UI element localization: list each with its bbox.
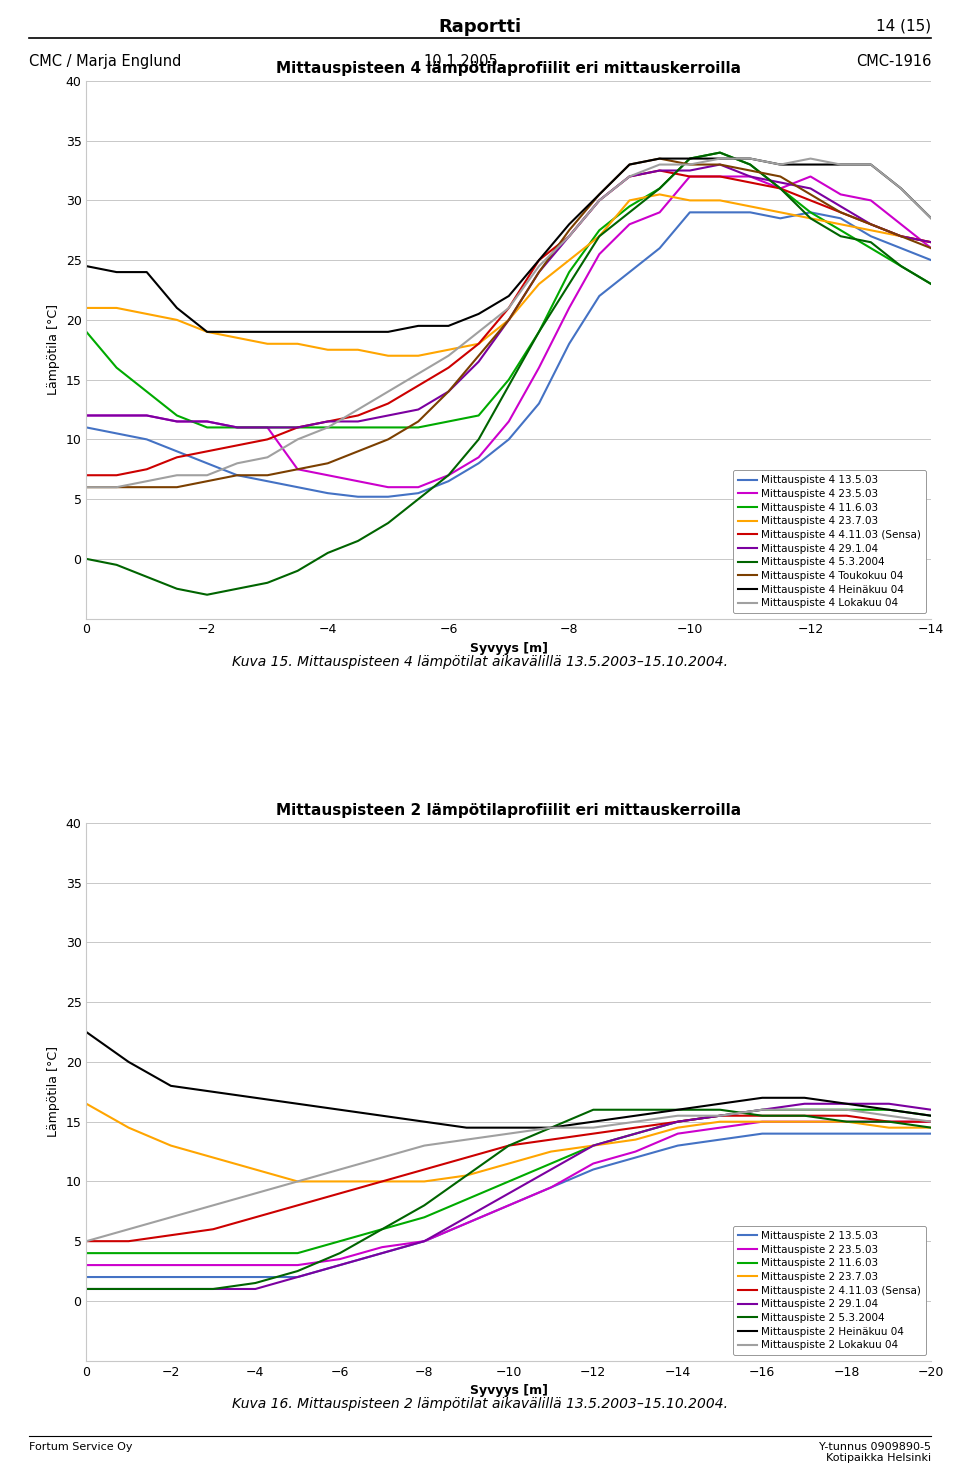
X-axis label: Syvyys [m]: Syvyys [m]: [469, 641, 548, 655]
Y-axis label: Lämpötila [°C]: Lämpötila [°C]: [47, 1046, 60, 1137]
Text: Y-tunnus 0909890-5
Kotipaikka Helsinki: Y-tunnus 0909890-5 Kotipaikka Helsinki: [819, 1442, 931, 1464]
Text: CMC / Marja Englund: CMC / Marja Englund: [29, 54, 181, 69]
Text: Kuva 16. Mittauspisteen 2 lämpötilat aikavälillä 13.5.2003–15.10.2004.: Kuva 16. Mittauspisteen 2 lämpötilat aik…: [232, 1397, 728, 1412]
Y-axis label: Lämpötila [°C]: Lämpötila [°C]: [47, 304, 60, 396]
Text: 14 (15): 14 (15): [876, 19, 931, 34]
Text: Raportti: Raportti: [439, 19, 521, 37]
Text: CMC-1916: CMC-1916: [855, 54, 931, 69]
Legend: Mittauspiste 4 13.5.03, Mittauspiste 4 23.5.03, Mittauspiste 4 11.6.03, Mittausp: Mittauspiste 4 13.5.03, Mittauspiste 4 2…: [732, 471, 926, 613]
Text: Kuva 15. Mittauspisteen 4 lämpötilat aikavälillä 13.5.2003–15.10.2004.: Kuva 15. Mittauspisteen 4 lämpötilat aik…: [232, 656, 728, 669]
Text: 10.1.2005: 10.1.2005: [423, 54, 498, 69]
Title: Mittauspisteen 4 lämpötilaprofiilit eri mittauskerroilla: Mittauspisteen 4 lämpötilaprofiilit eri …: [276, 60, 741, 75]
X-axis label: Syvyys [m]: Syvyys [m]: [469, 1384, 548, 1397]
Title: Mittauspisteen 2 lämpötilaprofiilit eri mittauskerroilla: Mittauspisteen 2 lämpötilaprofiilit eri …: [276, 803, 741, 818]
Text: Fortum Service Oy: Fortum Service Oy: [29, 1442, 132, 1452]
Legend: Mittauspiste 2 13.5.03, Mittauspiste 2 23.5.03, Mittauspiste 2 11.6.03, Mittausp: Mittauspiste 2 13.5.03, Mittauspiste 2 2…: [732, 1225, 926, 1355]
